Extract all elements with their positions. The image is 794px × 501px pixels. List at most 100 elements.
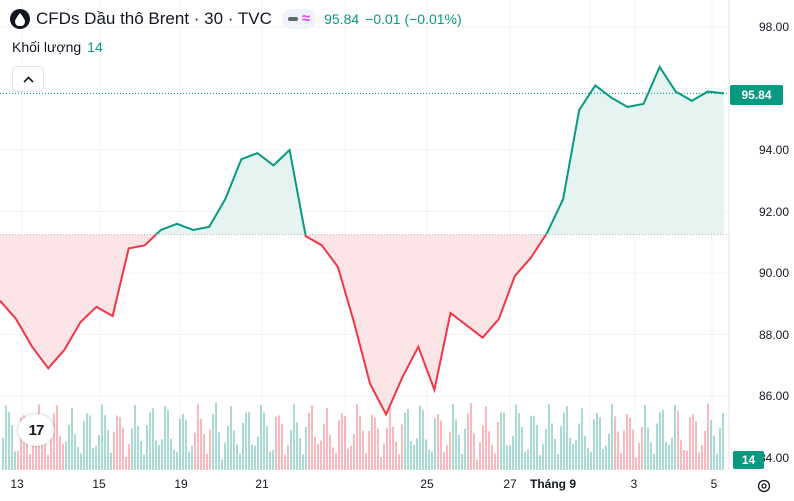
volume-bar xyxy=(119,417,121,470)
volume-bar xyxy=(359,415,361,470)
volume-bar xyxy=(257,436,259,470)
volume-bar xyxy=(302,454,304,470)
volume-bar xyxy=(239,453,241,470)
volume-bar xyxy=(200,418,202,470)
indicator-toggle[interactable]: ≈ xyxy=(281,9,317,29)
volume-bar xyxy=(542,444,544,470)
volume-bar xyxy=(689,417,691,470)
volume-bar xyxy=(338,420,340,470)
volume-bar xyxy=(110,452,112,470)
volume-bar xyxy=(140,441,142,470)
volume-bar xyxy=(620,452,622,470)
volume-bar xyxy=(20,417,22,470)
volume-bar xyxy=(347,448,349,470)
volume-bar xyxy=(386,427,388,470)
volume-bar xyxy=(614,416,616,470)
y-tick-label: 86.00 xyxy=(758,389,789,403)
volume-bar xyxy=(254,445,256,470)
volume-bar xyxy=(287,444,289,470)
price-change: −0.01 (−0.01%) xyxy=(365,11,462,27)
volume-bar xyxy=(710,420,712,470)
settings-gear-icon[interactable] xyxy=(757,479,771,493)
volume-bar xyxy=(98,435,100,470)
volume-bar xyxy=(692,414,694,470)
volume-bar xyxy=(35,430,37,470)
volume-bar xyxy=(230,406,232,470)
volume-bar xyxy=(635,457,637,470)
volume-bar xyxy=(608,433,610,470)
volume-bar xyxy=(143,454,145,470)
volume-bar xyxy=(518,413,520,470)
volume-bar xyxy=(578,423,580,470)
volume-bar xyxy=(533,415,535,470)
volume-bar xyxy=(305,427,307,470)
volume-bar xyxy=(623,430,625,470)
volume-bar xyxy=(449,431,451,470)
x-tick-label: 19 xyxy=(174,477,188,491)
volume-bar xyxy=(368,431,370,470)
volume-bar xyxy=(149,412,151,470)
volume-bar xyxy=(251,444,253,470)
volume-bar xyxy=(485,406,487,470)
volume-bar xyxy=(50,427,52,470)
volume-bar xyxy=(452,403,454,470)
symbol-title[interactable]: CFDs Dầu thô Brent · 30 · TVC xyxy=(36,9,272,28)
volume-bar xyxy=(488,431,490,470)
volume-bar xyxy=(356,404,358,470)
volume-bar xyxy=(269,451,271,470)
volume-bar xyxy=(380,457,382,470)
volume-bar xyxy=(296,422,298,470)
volume-bar xyxy=(428,449,430,470)
last-price-label: 95.84 xyxy=(730,85,783,105)
volume-bar xyxy=(233,430,235,470)
volume-bar xyxy=(377,428,379,470)
x-tick-label: 5 xyxy=(710,477,718,491)
volume-bar xyxy=(146,425,148,470)
volume-bar xyxy=(395,441,397,470)
volume-bar xyxy=(410,441,412,470)
volume-bar xyxy=(161,439,163,470)
volume-legend[interactable]: Khối lượng 14 xyxy=(12,39,103,55)
volume-bar xyxy=(398,454,400,470)
volume-bar xyxy=(647,427,649,470)
volume-bar xyxy=(188,451,190,470)
volume-bar xyxy=(713,435,715,470)
volume-bar xyxy=(314,436,316,470)
collapse-legend-button[interactable] xyxy=(12,66,44,92)
volume-bar xyxy=(701,444,703,470)
volume-bar xyxy=(185,419,187,470)
volume-bar xyxy=(353,434,355,470)
volume-bar xyxy=(548,404,550,470)
y-tick-label: 94.00 xyxy=(758,143,789,157)
volume-bar xyxy=(308,412,310,470)
x-tick-label: 15 xyxy=(92,477,106,491)
volume-bar xyxy=(389,405,391,470)
volume-bar xyxy=(575,439,577,470)
volume-bar xyxy=(278,415,280,470)
volume-bar xyxy=(341,413,343,470)
volume-bar xyxy=(392,426,394,470)
volume-bar xyxy=(560,426,562,470)
volume-bar xyxy=(74,434,76,470)
volume-bar xyxy=(101,404,103,470)
volume-bar xyxy=(419,405,421,470)
volume-bar xyxy=(272,450,274,470)
volume-bar xyxy=(509,445,511,470)
volume-bar xyxy=(446,445,448,470)
volume-bar xyxy=(191,445,193,470)
volume-bar xyxy=(500,412,502,470)
volume-bar xyxy=(221,459,223,470)
volume-bar xyxy=(362,430,364,470)
volume-bar xyxy=(707,403,709,470)
wave-icon: ≈ xyxy=(301,10,311,27)
volume-bar xyxy=(437,414,439,470)
volume-bar xyxy=(56,405,58,470)
volume-bar xyxy=(266,426,268,470)
volume-bar xyxy=(434,417,436,470)
x-tick-label: 13 xyxy=(10,477,24,491)
x-tick-label: 3 xyxy=(630,477,638,491)
tradingview-logo[interactable]: 17 xyxy=(18,414,54,446)
volume-bar xyxy=(431,451,433,470)
volume-bar xyxy=(116,415,118,470)
